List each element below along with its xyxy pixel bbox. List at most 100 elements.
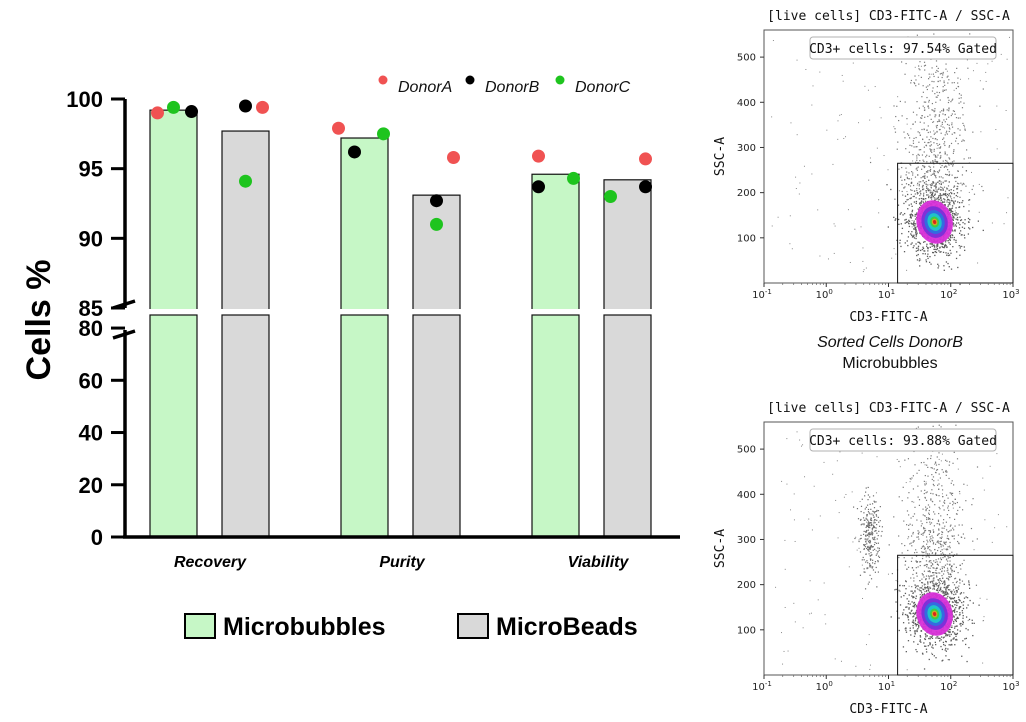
event-dot xyxy=(906,568,908,570)
event-dot xyxy=(877,551,879,553)
event-dot xyxy=(924,166,926,168)
event-dot xyxy=(916,472,918,474)
event-dot xyxy=(935,175,937,177)
y-tick-label: 500 xyxy=(737,53,756,64)
event-dot xyxy=(904,137,906,139)
event-dot xyxy=(874,511,877,513)
event-dot xyxy=(954,177,956,179)
event-dot xyxy=(931,173,934,175)
event-dot xyxy=(955,194,957,197)
event-dot xyxy=(934,132,936,134)
event-dot xyxy=(956,540,959,543)
event-dot xyxy=(927,518,930,520)
event-dot xyxy=(938,528,940,530)
y-tick-label: 500 xyxy=(737,445,756,456)
event-dot xyxy=(913,605,916,607)
event-dot xyxy=(919,61,921,63)
event-dot xyxy=(908,137,911,139)
event-dot xyxy=(922,508,924,510)
bar-microbubbles-viability xyxy=(531,173,580,311)
event-dot xyxy=(920,587,923,589)
event-dot xyxy=(948,173,951,176)
event-dot xyxy=(942,522,944,524)
event-dot xyxy=(942,591,945,594)
event-dot xyxy=(1005,109,1007,111)
event-dot xyxy=(919,160,921,162)
event-dot xyxy=(942,246,944,248)
event-dot xyxy=(956,214,958,216)
event-dot xyxy=(921,582,924,584)
event-dot xyxy=(934,197,936,199)
point-donora-microbubbles-recovery xyxy=(151,106,164,120)
event-dot xyxy=(955,593,957,595)
event-dot xyxy=(917,426,919,428)
event-dot xyxy=(923,564,925,567)
event-dot xyxy=(802,444,804,446)
event-dot xyxy=(910,182,912,184)
event-dot xyxy=(922,574,924,576)
event-dot xyxy=(872,549,874,551)
event-dot xyxy=(960,219,963,221)
event-dot xyxy=(932,531,935,534)
event-dot xyxy=(955,212,957,214)
event-dot xyxy=(910,243,912,245)
event-dot xyxy=(909,144,911,146)
event-dot xyxy=(932,537,934,539)
event-dot xyxy=(897,96,899,98)
event-dot xyxy=(864,543,866,546)
event-dot xyxy=(950,198,953,200)
event-dot xyxy=(919,561,922,563)
event-dot xyxy=(957,617,960,619)
event-dot xyxy=(933,655,935,657)
event-dot xyxy=(917,249,919,252)
event-dot xyxy=(870,532,872,535)
event-dot xyxy=(906,176,908,178)
event-dot xyxy=(945,594,947,596)
event-dot xyxy=(953,570,955,572)
event-dot xyxy=(944,144,946,147)
event-dot xyxy=(931,194,933,196)
event-dot xyxy=(868,563,871,565)
event-dot xyxy=(921,115,923,117)
event-dot xyxy=(959,216,961,218)
event-dot xyxy=(953,589,955,591)
event-dot xyxy=(969,218,971,221)
event-dot xyxy=(943,636,945,638)
event-dot xyxy=(949,573,951,576)
point-donorb-microbeads-recovery xyxy=(239,99,252,113)
event-dot xyxy=(872,562,874,564)
bar-microbubbles-recovery xyxy=(149,109,198,311)
event-dot xyxy=(914,215,916,217)
event-dot xyxy=(908,585,910,587)
event-dot xyxy=(947,577,949,579)
event-dot xyxy=(947,595,949,598)
point-donora-microbeads-purity xyxy=(447,151,460,165)
event-dot xyxy=(942,243,944,246)
event-dot xyxy=(926,187,928,189)
event-dot xyxy=(905,174,907,176)
event-dot xyxy=(919,232,921,234)
event-dot xyxy=(868,534,870,536)
event-dot xyxy=(954,578,956,580)
event-dot xyxy=(938,506,940,508)
event-dot xyxy=(941,121,943,123)
legend-label-donora: DonorA xyxy=(398,79,452,96)
event-dot xyxy=(955,241,957,243)
event-dot xyxy=(923,101,925,103)
event-dot xyxy=(939,579,942,582)
event-dot xyxy=(934,160,936,162)
event-dot xyxy=(948,242,950,244)
event-dot xyxy=(951,565,953,567)
event-dot xyxy=(919,202,921,204)
event-dot xyxy=(872,569,875,571)
event-dot xyxy=(957,586,959,589)
event-dot xyxy=(961,612,964,614)
event-dot xyxy=(912,573,914,576)
event-dot xyxy=(946,246,948,248)
event-dot xyxy=(874,541,876,544)
event-dot xyxy=(913,245,915,247)
event-dot xyxy=(923,461,925,464)
event-dot xyxy=(982,662,984,664)
event-dot xyxy=(952,462,954,464)
event-dot xyxy=(873,507,876,509)
